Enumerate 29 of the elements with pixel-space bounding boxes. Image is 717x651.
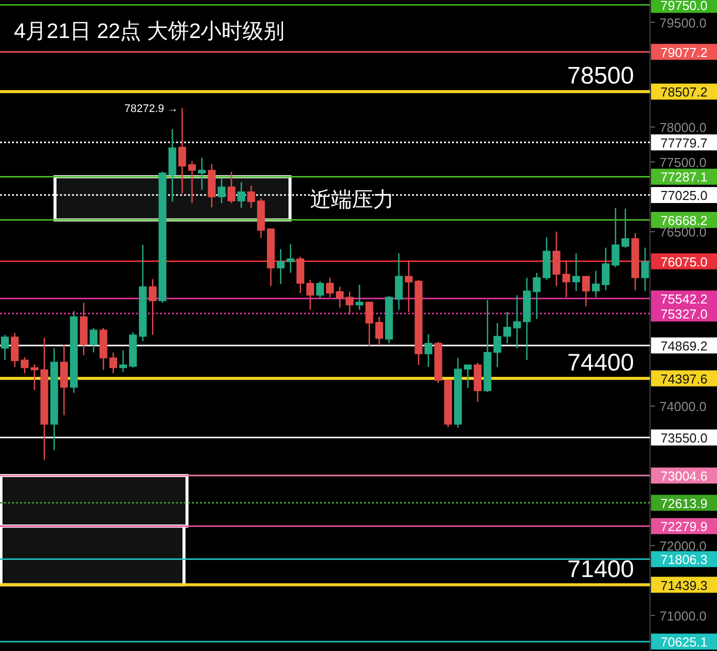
- annotation: 78500: [567, 62, 634, 90]
- ref-line-label: 72279.9: [660, 519, 708, 534]
- annotation: 74400: [567, 349, 634, 376]
- ref-line-label: 70625.1: [660, 634, 708, 650]
- ref-line-label: 79077.2: [660, 44, 708, 60]
- ref-line-label: 76075.0: [660, 254, 708, 270]
- ref-line-label: 79750.0: [660, 0, 708, 13]
- y-tick-label: 71000.0: [660, 608, 706, 624]
- y-tick-label: 74000.0: [660, 399, 706, 414]
- ref-line-label: 72613.9: [660, 496, 708, 511]
- ref-line-label: 77779.7: [660, 135, 708, 150]
- ref-line-label: 73550.0: [660, 430, 708, 446]
- ref-line-label: 78507.2: [660, 84, 708, 100]
- ref-line-label: 73004.6: [660, 468, 708, 484]
- y-tick-label: 79500.0: [660, 15, 706, 30]
- ref-line-label: 77025.0: [660, 188, 708, 204]
- annotation: 71400: [567, 556, 634, 583]
- ref-line-label: 74397.6: [660, 371, 708, 386]
- ref-line-label: 75327.0: [660, 306, 708, 322]
- ref-line-label: 71439.3: [660, 578, 708, 593]
- ref-line-label: 74869.2: [660, 338, 708, 354]
- text: 4月21日 22点 大饼2小时级别: [14, 20, 285, 43]
- y-tick-label: 78000.0: [660, 120, 706, 135]
- y-tick-label: 72000.0: [660, 538, 706, 554]
- y-tick-label: 77500.0: [660, 154, 706, 170]
- annotation: 78272.9 →: [124, 102, 178, 115]
- ref-line-label: 71806.3: [660, 552, 708, 568]
- ref-line-label: 77287.1: [660, 170, 708, 185]
- ref-line-label: 75542.2: [660, 291, 708, 306]
